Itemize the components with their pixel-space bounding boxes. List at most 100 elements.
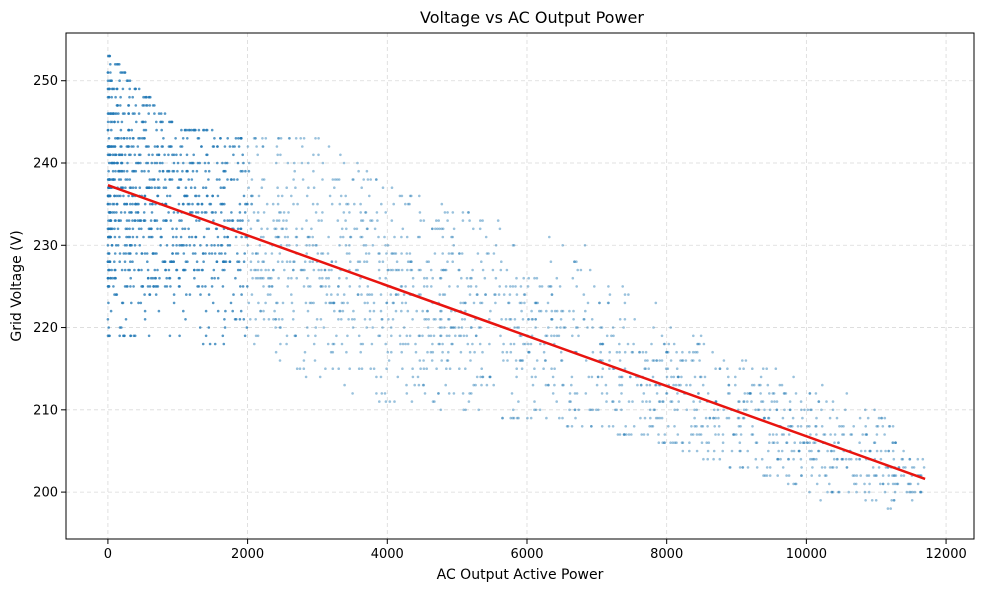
data-point (768, 433, 771, 436)
data-point (194, 252, 197, 255)
data-point (244, 169, 247, 173)
data-point (165, 244, 169, 247)
data-point (494, 301, 497, 305)
data-point (119, 145, 122, 148)
data-point (153, 145, 157, 148)
data-point (891, 482, 895, 486)
data-point (276, 235, 280, 239)
data-point (132, 285, 135, 288)
data-point (550, 367, 553, 371)
data-point (120, 326, 123, 329)
data-point (780, 383, 784, 387)
trendline (107, 184, 926, 481)
data-point (169, 120, 172, 124)
data-point (356, 268, 360, 272)
data-point (207, 293, 211, 296)
data-point (356, 161, 359, 165)
data-point (888, 425, 892, 428)
data-point (737, 425, 741, 428)
data-point (499, 268, 503, 272)
data-point (152, 178, 156, 181)
data-point (475, 293, 479, 296)
data-point (277, 137, 280, 140)
data-point (231, 309, 234, 313)
data-point (440, 318, 443, 321)
data-point (509, 285, 512, 288)
data-point (502, 293, 506, 296)
data-point (128, 79, 132, 82)
data-point (737, 400, 740, 403)
data-point (106, 202, 110, 206)
data-point (124, 252, 128, 255)
data-point (199, 244, 202, 247)
data-point (156, 227, 159, 231)
data-point (614, 408, 617, 412)
data-point (211, 194, 214, 198)
data-point (675, 441, 678, 445)
data-point (205, 194, 209, 198)
data-point (599, 342, 602, 346)
y-tick-label: 230 (33, 239, 58, 254)
data-point (348, 252, 351, 255)
data-point (346, 334, 349, 338)
data-point (900, 474, 903, 477)
data-point (685, 408, 689, 412)
data-point (643, 416, 647, 420)
data-point (179, 153, 182, 157)
data-point (577, 334, 580, 338)
data-point (461, 392, 465, 395)
data-point (127, 104, 130, 107)
x-axis-title: AC Output Active Power (437, 567, 604, 583)
data-point (575, 285, 578, 288)
data-point (228, 260, 232, 264)
data-point (458, 252, 461, 255)
data-point (446, 219, 449, 222)
data-point (163, 178, 167, 181)
data-point (107, 87, 110, 91)
data-point (145, 145, 149, 148)
data-point (531, 383, 535, 387)
data-point (321, 178, 324, 181)
data-point (815, 425, 818, 428)
data-point (288, 137, 291, 140)
data-point (215, 178, 219, 181)
data-point (329, 301, 332, 305)
data-point (838, 490, 841, 494)
data-point (143, 202, 147, 206)
data-point (393, 400, 396, 403)
data-point (459, 301, 463, 305)
data-point (639, 383, 643, 387)
data-point (131, 186, 135, 189)
data-point (114, 137, 117, 140)
data-point (618, 318, 622, 321)
data-point (792, 457, 795, 461)
data-point (286, 235, 290, 239)
data-point (109, 276, 112, 280)
data-point (308, 301, 312, 305)
data-point (249, 318, 252, 321)
data-point (274, 350, 278, 354)
data-point (704, 416, 708, 420)
data-point (797, 449, 801, 453)
data-point (129, 252, 132, 255)
data-point (443, 268, 447, 272)
data-point (429, 334, 433, 338)
data-point (264, 137, 268, 140)
data-point (129, 260, 132, 264)
data-point (867, 490, 871, 494)
data-point (386, 244, 390, 247)
data-point (608, 359, 611, 362)
data-point (336, 293, 340, 296)
data-point (215, 227, 219, 231)
data-point (238, 202, 242, 206)
data-point (700, 441, 704, 445)
data-point (339, 194, 343, 198)
data-point (830, 490, 834, 494)
data-point (216, 309, 220, 313)
data-point (809, 408, 812, 412)
data-point (113, 235, 117, 239)
data-point (190, 235, 194, 239)
data-point (145, 252, 149, 255)
data-point (646, 433, 650, 436)
data-point (431, 350, 435, 354)
